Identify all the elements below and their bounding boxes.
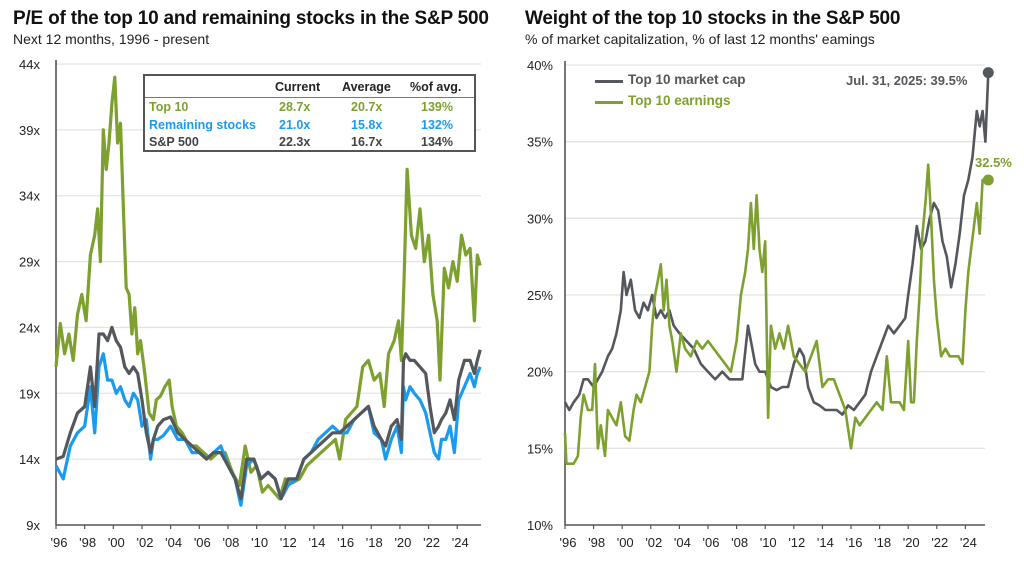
legend-swatch-earnings — [595, 101, 623, 104]
weight-end-marker — [982, 67, 994, 79]
weight-ytick-label: 25% — [527, 288, 553, 303]
right-chart-subtitle: % of market capitalization, % of last 12… — [525, 31, 875, 47]
legend-label-earnings: Top 10 earnings — [628, 93, 731, 108]
weight-xtick-label: '06 — [703, 535, 720, 550]
table-row-remaining: Remaining stocks 21.0x 15.8x 132% — [145, 116, 474, 134]
pe-xtick-label: '14 — [308, 535, 325, 550]
table-cell-average: 20.7x — [351, 100, 383, 114]
pe-xtick-label: '22 — [423, 535, 440, 550]
weight-xtick-label: '16 — [846, 535, 863, 550]
weight-xtick-label: '04 — [674, 535, 691, 550]
table-cell-pct: 132% — [421, 118, 453, 132]
left-chart-subtitle: Next 12 months, 1996 - present — [13, 31, 210, 47]
weight-ytick-label: 30% — [527, 211, 553, 226]
pe-summary-table: Current Average %of avg. Top 10 28.7x 20… — [143, 74, 476, 152]
weight-end-marker — [982, 174, 994, 186]
table-row-top10: Top 10 28.7x 20.7x 139% — [145, 98, 474, 116]
weight-ytick-label: 35% — [527, 135, 553, 150]
weight-xtick-label: '08 — [731, 535, 748, 550]
pe-xtick-label: '10 — [251, 535, 268, 550]
table-row-label: Remaining stocks — [149, 118, 256, 132]
table-header-average: Average — [342, 80, 391, 94]
table-cell-current: 22.3x — [279, 135, 311, 149]
table-cell-average: 16.7x — [351, 135, 383, 149]
pe-xtick-label: '20 — [394, 535, 411, 550]
weight-xtick-label: '24 — [960, 535, 977, 550]
weight-ytick-label: 20% — [527, 365, 553, 380]
pe-xtick-label: '02 — [137, 535, 154, 550]
weight-xtick-label: '12 — [788, 535, 805, 550]
legend-swatch-market-cap — [595, 80, 623, 83]
pe-xtick-label: '06 — [194, 535, 211, 550]
pe-xtick-label: '18 — [366, 535, 383, 550]
table-cell-pct: 139% — [421, 100, 453, 114]
annotation-earnings-end: 32.5% — [975, 155, 1012, 170]
weight-xtick-label: '20 — [903, 535, 920, 550]
left-chart-title: P/E of the top 10 and remaining stocks i… — [13, 8, 489, 29]
table-header-pct-of-avg: %of avg. — [410, 80, 462, 94]
table-header-row: Current Average %of avg. — [145, 78, 474, 98]
weight-series-top-10-market-cap — [563, 72, 990, 416]
pe-xtick-label: '98 — [79, 535, 96, 550]
pe-xtick-label: '00 — [108, 535, 125, 550]
table-cell-pct: 134% — [421, 135, 453, 149]
pe-ytick-label: 14x — [19, 452, 40, 467]
weight-xtick-label: '10 — [760, 535, 777, 550]
pe-xtick-label: '16 — [337, 535, 354, 550]
weight-ytick-label: 40% — [527, 58, 553, 73]
table-cell-average: 15.8x — [351, 118, 383, 132]
weight-xtick-label: '96 — [560, 535, 577, 550]
weight-ytick-label: 10% — [527, 518, 553, 533]
pe-ytick-label: 39x — [19, 123, 40, 138]
weight-xtick-label: '02 — [645, 535, 662, 550]
pe-ytick-label: 44x — [19, 57, 40, 72]
pe-xtick-label: '12 — [280, 535, 297, 550]
pe-series-remaining-stocks — [54, 352, 482, 507]
pe-xtick-label: '04 — [165, 535, 182, 550]
right-chart-title: Weight of the top 10 stocks in the S&P 5… — [525, 8, 901, 29]
legend-label-market-cap: Top 10 market cap — [628, 72, 746, 87]
pe-ytick-label: 34x — [19, 189, 40, 204]
pe-ytick-label: 9x — [26, 518, 40, 533]
table-cell-current: 28.7x — [279, 100, 311, 114]
table-row-label: Top 10 — [149, 100, 189, 114]
weight-series-top-10-earnings — [563, 163, 989, 466]
annotation-market-cap-end: Jul. 31, 2025: 39.5% — [846, 73, 968, 88]
pe-xtick-label: '24 — [452, 535, 469, 550]
pe-xtick-label: '08 — [222, 535, 239, 550]
table-row-label: S&P 500 — [149, 135, 199, 149]
weight-xtick-label: '00 — [617, 535, 634, 550]
table-cell-current: 21.0x — [279, 118, 311, 132]
table-header-current: Current — [275, 80, 321, 94]
pe-ytick-label: 19x — [19, 386, 40, 401]
table-row-sp500: S&P 500 22.3x 16.7x 134% — [145, 133, 474, 151]
weight-ytick-label: 15% — [527, 441, 553, 456]
pe-ytick-label: 24x — [19, 320, 40, 335]
pe-ytick-label: 29x — [19, 255, 40, 270]
pe-xtick-label: '96 — [51, 535, 68, 550]
pe-series-top-10 — [54, 75, 482, 501]
pe-series-s-p-500 — [55, 325, 482, 501]
weight-xtick-label: '22 — [931, 535, 948, 550]
weight-xtick-label: '98 — [588, 535, 605, 550]
weight-xtick-label: '18 — [874, 535, 891, 550]
weight-xtick-label: '14 — [817, 535, 834, 550]
